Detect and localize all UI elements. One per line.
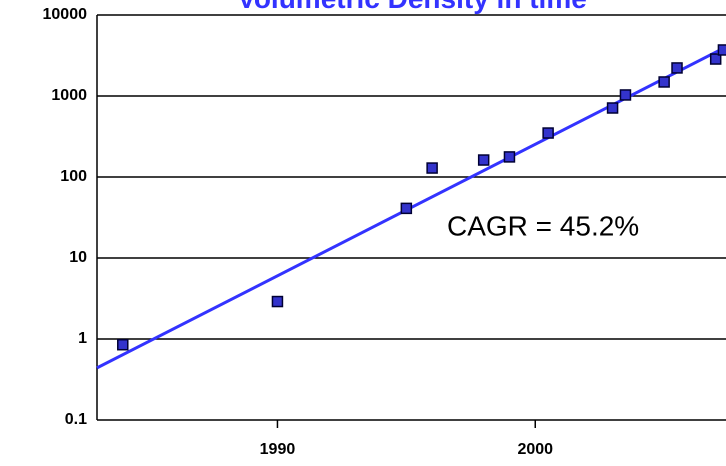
data-point [426, 162, 438, 174]
data-point [619, 89, 632, 101]
data-point [542, 127, 554, 139]
x-tick-label: 1990 [260, 441, 296, 458]
data-point [117, 338, 129, 351]
data-point [717, 44, 726, 56]
data-point [709, 53, 722, 65]
chart-title: Volumetric Density in time [237, 0, 587, 14]
y-tick-label: 1 [78, 330, 87, 347]
y-tick-label: 10000 [43, 6, 88, 23]
data-point [477, 154, 490, 166]
data-point [658, 76, 670, 88]
y-tick-label: 10 [69, 249, 87, 266]
data-point [503, 151, 516, 163]
data-point [400, 202, 413, 215]
y-tick-label: 0.1 [65, 411, 87, 428]
data-point [606, 102, 619, 114]
x-tick-label: 2000 [517, 441, 553, 458]
y-tick-label: 100 [60, 168, 87, 185]
data-point [271, 295, 284, 308]
annotation: CAGR = 45.2% [447, 210, 639, 241]
data-point [671, 62, 683, 74]
y-tick-label: 1000 [51, 87, 87, 104]
